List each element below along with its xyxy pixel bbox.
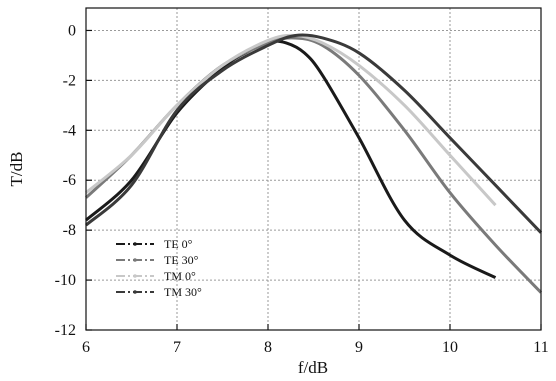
legend-label: TE 30°: [164, 253, 199, 267]
x-tick-label: 10: [442, 339, 458, 356]
y-tick-label: -6: [63, 172, 76, 189]
y-tick-label: 0: [68, 22, 76, 39]
plot-frame: [86, 8, 541, 330]
x-tick-label: 7: [173, 339, 181, 356]
y-tick-label: -2: [63, 72, 76, 89]
x-axis-title: f/dB: [298, 358, 328, 377]
legend-label: TE 0°: [164, 237, 193, 251]
x-tick-label: 6: [82, 339, 90, 356]
legend-marker: [133, 258, 137, 262]
y-tick-label: -12: [55, 322, 76, 339]
legend-label: TM 30°: [164, 285, 202, 299]
grid-lines: [86, 8, 541, 330]
legend-marker: [133, 290, 137, 294]
legend: TE 0° TE 30° TM 0° TM 30°: [116, 237, 202, 299]
legend-marker: [133, 242, 137, 246]
legend-marker: [133, 274, 137, 278]
legend-label: TM 0°: [164, 269, 196, 283]
y-tick-label: -10: [55, 272, 76, 289]
x-tick-label: 11: [533, 339, 548, 356]
y-tick-label: -8: [63, 222, 76, 239]
y-tick-label: -4: [63, 122, 76, 139]
y-axis-title: T/dB: [7, 152, 26, 187]
x-tick-label: 9: [355, 339, 363, 356]
x-tick-label: 8: [264, 339, 272, 356]
series-lines: [86, 35, 541, 293]
series-line-2: [86, 38, 541, 293]
